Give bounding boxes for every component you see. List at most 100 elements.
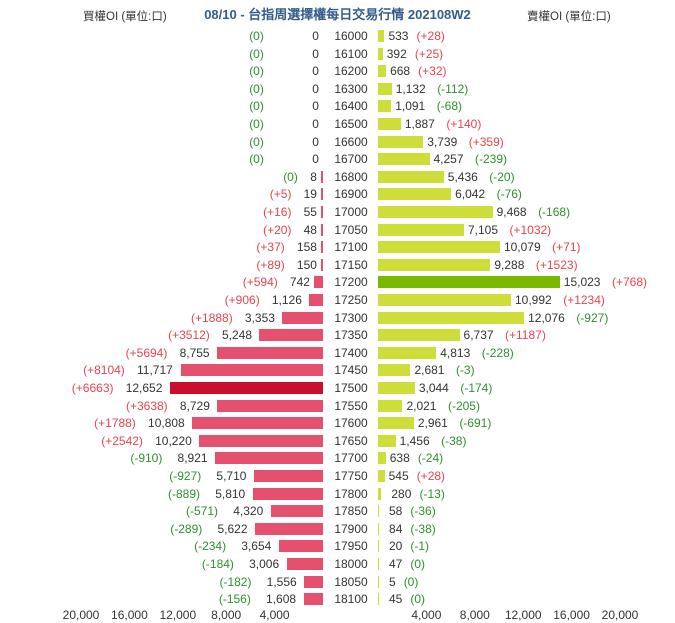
call-oi-value: 1,126 <box>271 293 302 307</box>
put-oi-bar[interactable] <box>378 487 382 500</box>
put-oi-bar[interactable] <box>378 540 379 553</box>
call-oi-bar[interactable] <box>278 540 323 553</box>
call-oi-bar[interactable] <box>270 505 323 518</box>
put-oi-bar[interactable] <box>378 575 379 588</box>
put-oi-change: (-38) <box>441 433 467 448</box>
put-oi-bar[interactable] <box>378 364 411 377</box>
table-row: 4,320 (-571) 17850 58 (-36) <box>0 502 675 520</box>
put-oi-value: 392 <box>386 46 407 61</box>
call-oi-change: (-889) <box>167 486 200 501</box>
call-oi-bar[interactable] <box>169 382 323 394</box>
call-oi-bar[interactable] <box>304 575 323 588</box>
put-oi-bar[interactable] <box>378 276 560 289</box>
put-oi-bar[interactable] <box>378 593 379 606</box>
call-oi-bar[interactable] <box>309 294 323 306</box>
strike-price: 17350 <box>334 328 368 343</box>
put-oi-change: (+1234) <box>563 293 605 307</box>
call-oi-bar[interactable] <box>321 206 323 218</box>
put-oi-bar[interactable] <box>378 241 500 254</box>
call-oi-bar[interactable] <box>321 188 323 201</box>
put-oi-bar[interactable] <box>378 82 392 95</box>
table-row: 0 (0) 16200 668 (+32) <box>0 62 675 80</box>
put-oi-bar[interactable] <box>378 188 452 201</box>
call-oi-value: 10,220 <box>155 433 192 448</box>
put-oi-bar[interactable] <box>378 206 493 218</box>
put-oi-bar[interactable] <box>378 47 383 60</box>
call-oi-bar[interactable] <box>252 487 323 500</box>
strike-price: 18000 <box>334 557 368 571</box>
call-oi-bar[interactable] <box>192 417 323 430</box>
put-oi-bar[interactable] <box>378 118 401 130</box>
call-oi-value: 11,717 <box>137 363 173 378</box>
x-axis-tick-right: 12,000 <box>504 608 542 622</box>
call-oi-bar[interactable] <box>254 522 323 535</box>
put-oi-bar[interactable] <box>378 30 385 42</box>
put-oi-bar[interactable] <box>378 258 491 271</box>
call-oi-bar[interactable] <box>282 311 323 324</box>
put-oi-bar[interactable] <box>378 329 460 342</box>
strike-price: 17050 <box>334 222 368 237</box>
put-oi-bar[interactable] <box>378 135 424 148</box>
call-oi-bar[interactable] <box>314 276 323 289</box>
put-oi-bar[interactable] <box>378 294 511 306</box>
put-oi-bar[interactable] <box>378 417 414 430</box>
table-row: 0 (0) 16700 4,257 (-239) <box>0 150 675 168</box>
put-oi-bar[interactable] <box>378 65 387 78</box>
put-oi-bar[interactable] <box>378 558 379 570</box>
call-oi-bar[interactable] <box>181 364 323 377</box>
call-oi-bar[interactable] <box>199 434 323 447</box>
put-oi-bar[interactable] <box>378 452 386 465</box>
put-oi-bar[interactable] <box>378 346 437 359</box>
put-oi-bar[interactable] <box>378 100 392 113</box>
put-oi-bar[interactable] <box>378 522 380 535</box>
put-oi-value: 9,288 <box>494 257 525 272</box>
strike-price: 16500 <box>334 117 368 131</box>
strike-price: 17250 <box>334 293 368 307</box>
put-oi-bar[interactable] <box>378 382 415 394</box>
put-oi-bar[interactable] <box>378 311 525 324</box>
put-oi-value: 2,021 <box>406 398 437 413</box>
strike-price: 16600 <box>334 134 368 149</box>
call-oi-bar[interactable] <box>321 258 323 271</box>
table-row: 158 (+37) 17100 10,079 (+71) <box>0 238 675 256</box>
table-row: 3,006 (-184) 18000 47 (0) <box>0 555 675 573</box>
put-oi-value: 668 <box>390 64 411 79</box>
strike-price: 17400 <box>334 345 368 360</box>
put-oi-bar[interactable] <box>378 170 444 183</box>
call-oi-change: (+89) <box>256 257 285 272</box>
put-oi-change: (-38) <box>410 521 436 536</box>
put-oi-change: (+28) <box>416 29 445 43</box>
call-oi-value: 3,654 <box>241 539 272 554</box>
call-oi-value: 150 <box>296 257 317 272</box>
put-oi-bar[interactable] <box>378 505 379 518</box>
put-oi-bar[interactable] <box>378 434 396 447</box>
x-axis-tick-left: 4,000 <box>259 608 290 622</box>
put-oi-change: (0) <box>403 574 419 589</box>
call-oi-change: (+3512) <box>168 328 210 343</box>
put-oi-change: (+140) <box>446 117 482 131</box>
put-oi-value: 545 <box>388 469 409 483</box>
put-oi-value: 5,436 <box>447 169 478 184</box>
call-oi-bar[interactable] <box>217 346 323 359</box>
put-oi-change: (-1) <box>410 539 430 554</box>
call-oi-bar[interactable] <box>217 399 323 412</box>
call-oi-bar[interactable] <box>215 452 323 465</box>
call-oi-value: 8 <box>310 169 317 184</box>
call-oi-bar[interactable] <box>259 329 323 342</box>
call-oi-change: (+5) <box>269 187 292 202</box>
x-axis-tick-left: 12,000 <box>159 608 197 622</box>
table-row: 0 (0) 16000 533 (+28) <box>0 27 675 45</box>
call-oi-bar[interactable] <box>321 241 323 254</box>
call-oi-change: (+20) <box>263 222 292 237</box>
call-oi-bar[interactable] <box>303 593 323 606</box>
call-oi-bar[interactable] <box>321 170 323 183</box>
call-oi-bar[interactable] <box>253 470 323 482</box>
call-oi-bar[interactable] <box>321 223 323 236</box>
put-oi-bar[interactable] <box>378 223 464 236</box>
put-oi-change: (+32) <box>418 64 447 79</box>
put-oi-bar[interactable] <box>378 470 385 482</box>
put-oi-bar[interactable] <box>378 399 403 412</box>
x-axis-tick-right: 8,000 <box>459 608 490 622</box>
call-oi-bar[interactable] <box>286 558 323 570</box>
put-oi-bar[interactable] <box>378 153 430 166</box>
